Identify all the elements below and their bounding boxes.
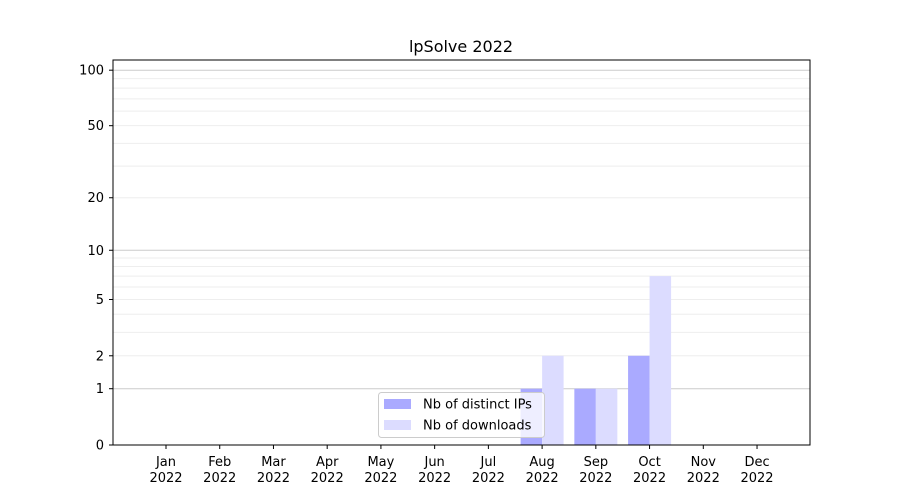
y-tick-label: 0 bbox=[96, 439, 104, 454]
bar-ips bbox=[574, 388, 596, 445]
y-tick-label: 100 bbox=[79, 64, 104, 79]
x-tick-label: Mar 2022 bbox=[257, 455, 290, 486]
x-tick-label: Jul 2022 bbox=[472, 455, 505, 486]
x-tick-label: May 2022 bbox=[364, 455, 397, 486]
legend: Nb of distinct IPs Nb of downloads bbox=[378, 392, 545, 438]
bar-downloads bbox=[542, 355, 564, 445]
x-tick-label: Dec 2022 bbox=[740, 455, 773, 486]
x-tick-label: Feb 2022 bbox=[203, 455, 236, 486]
y-tick-label: 50 bbox=[87, 119, 104, 134]
y-tick-label: 20 bbox=[87, 191, 104, 206]
chart-title: lpSolve 2022 bbox=[409, 37, 513, 56]
x-tick-label: Jun 2022 bbox=[418, 455, 451, 486]
legend-swatch bbox=[384, 399, 411, 409]
bar-ips bbox=[628, 355, 650, 445]
bar-downloads bbox=[595, 388, 618, 445]
x-tick-label: Nov 2022 bbox=[687, 455, 720, 486]
axes-frame bbox=[112, 59, 811, 446]
y-tick-label: 10 bbox=[87, 244, 104, 259]
x-tick-label: Aug 2022 bbox=[526, 455, 559, 486]
y-tick-label: 1 bbox=[96, 382, 104, 397]
legend-label: Nb of downloads bbox=[423, 419, 532, 434]
x-tick-label: Jan 2022 bbox=[149, 455, 182, 486]
y-tick-label: 5 bbox=[96, 293, 104, 308]
legend-box bbox=[378, 392, 545, 438]
x-tick-label: Apr 2022 bbox=[311, 455, 344, 486]
bar-downloads bbox=[649, 276, 672, 445]
x-tick-label: Oct 2022 bbox=[633, 455, 666, 486]
y-tick-label: 2 bbox=[96, 349, 104, 364]
legend-swatch bbox=[384, 420, 411, 430]
legend-label: Nb of distinct IPs bbox=[423, 398, 532, 413]
x-tick-label: Sep 2022 bbox=[579, 455, 612, 486]
